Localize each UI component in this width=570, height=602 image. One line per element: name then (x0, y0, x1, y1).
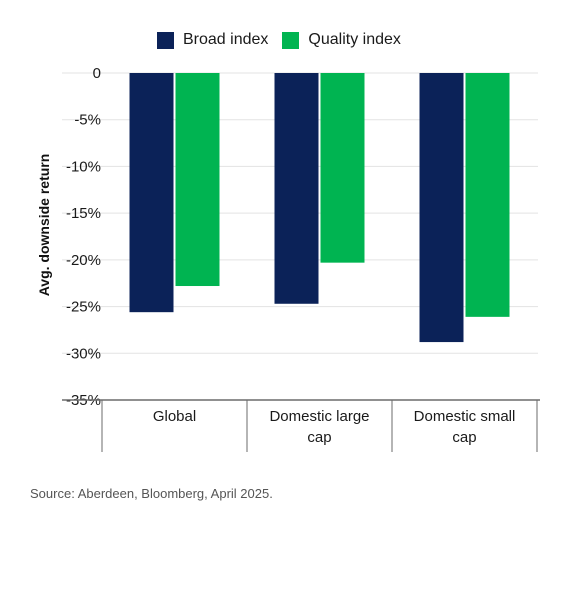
bar-quality-1 (320, 73, 365, 263)
y-tick-label: -10% (66, 158, 101, 175)
source-note: Source: Aberdeen, Bloomberg, April 2025. (30, 486, 273, 501)
legend-swatch-broad (157, 31, 174, 49)
legend-label-broad: Broad index (183, 31, 269, 48)
y-tick-label: -5% (74, 112, 101, 129)
x-tick-label: Global (153, 408, 196, 425)
x-tick-label: Domestic large cap (269, 408, 369, 446)
y-tick-label: -20% (66, 252, 101, 269)
y-tick-label: -15% (66, 205, 101, 222)
bar-broad-1 (274, 73, 319, 304)
x-tick-label: Domestic small cap (414, 408, 516, 446)
y-tick-label: 0 (93, 65, 101, 82)
y-tick-label: -30% (66, 345, 101, 362)
bar-broad-2 (419, 73, 464, 343)
legend-item-broad-index: Broad index (157, 31, 268, 49)
bar-quality-0 (175, 73, 220, 287)
bar-quality-2 (465, 73, 510, 317)
chart-legend: Broad index Quality index (157, 31, 415, 49)
legend-label-quality: Quality index (308, 31, 401, 48)
legend-swatch-quality (282, 31, 300, 49)
y-tick-label: -25% (66, 299, 101, 316)
bar-broad-0 (129, 73, 174, 313)
legend-item-quality-index: Quality index (282, 31, 401, 49)
